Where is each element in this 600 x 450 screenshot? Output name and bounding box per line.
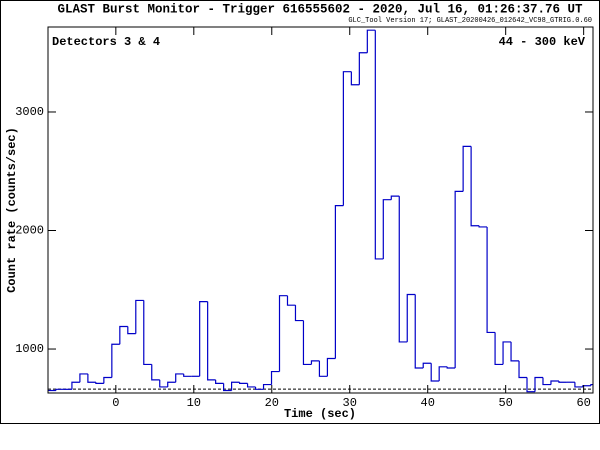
x-axis-label: Time (sec) bbox=[284, 407, 356, 421]
histogram-step bbox=[103, 376, 112, 384]
histogram-step bbox=[430, 363, 440, 382]
x-tick-label: 50 bbox=[498, 396, 512, 410]
x-tick-label: 40 bbox=[421, 396, 435, 410]
histogram-step bbox=[558, 381, 567, 383]
x-tick-label: 20 bbox=[265, 396, 279, 410]
histogram-step bbox=[238, 382, 248, 384]
histogram-step bbox=[502, 341, 512, 365]
histogram-step bbox=[438, 366, 448, 382]
histogram-step bbox=[350, 71, 360, 86]
histogram-step bbox=[486, 226, 496, 334]
y-tick-label: 2000 bbox=[15, 224, 44, 238]
histogram-step bbox=[79, 373, 88, 383]
histogram-step bbox=[199, 301, 208, 377]
histogram-step bbox=[151, 364, 160, 381]
histogram-step bbox=[326, 357, 336, 377]
histogram-step bbox=[286, 295, 296, 306]
x-tick-label: 0 bbox=[112, 396, 119, 410]
histogram-step bbox=[127, 326, 136, 335]
histogram-step bbox=[223, 383, 232, 392]
histogram-step bbox=[111, 343, 120, 378]
histogram-step bbox=[175, 373, 184, 383]
histogram-step bbox=[414, 294, 424, 369]
histogram-step bbox=[398, 196, 408, 343]
chart-subtitle: GLC_Tool Version 17; GLAST_20200426_0126… bbox=[348, 17, 592, 25]
histogram-step bbox=[462, 145, 472, 192]
histogram-step bbox=[334, 205, 344, 359]
histogram-step bbox=[246, 383, 256, 388]
histogram-step bbox=[422, 362, 432, 368]
histogram-step bbox=[510, 341, 520, 362]
histogram-step bbox=[582, 385, 591, 387]
histogram-step bbox=[302, 320, 312, 366]
y-tick-label: 1000 bbox=[15, 342, 44, 356]
histogram-step bbox=[183, 373, 192, 377]
histogram-step bbox=[470, 146, 480, 227]
annotation: Detectors 3 & 4 bbox=[52, 35, 160, 49]
histogram-step bbox=[550, 380, 559, 385]
histogram-step bbox=[374, 30, 384, 260]
histogram-step bbox=[358, 52, 368, 85]
x-tick-label: 10 bbox=[187, 396, 201, 410]
histogram-step bbox=[590, 383, 593, 386]
histogram-step bbox=[119, 325, 128, 345]
histogram-step bbox=[478, 225, 488, 228]
histogram-step bbox=[310, 360, 320, 365]
annotation: 44 - 300 keV bbox=[499, 35, 586, 49]
histogram-step bbox=[159, 379, 168, 388]
histogram-step bbox=[55, 388, 64, 391]
histogram-step bbox=[167, 381, 176, 387]
histogram-step bbox=[71, 381, 80, 390]
histogram-step bbox=[278, 295, 288, 372]
histogram-step bbox=[574, 382, 583, 388]
x-tick-label: 30 bbox=[343, 396, 357, 410]
y-tick-label: 3000 bbox=[15, 105, 44, 119]
histogram-step bbox=[534, 376, 543, 392]
chart-title: GLAST Burst Monitor - Trigger 616555602 … bbox=[57, 2, 583, 16]
histogram-step bbox=[294, 305, 304, 322]
histogram-step bbox=[95, 382, 104, 384]
histogram-step bbox=[406, 293, 416, 342]
histogram-step bbox=[135, 299, 144, 334]
plot-frame bbox=[47, 26, 594, 394]
figure-frame bbox=[0, 0, 600, 424]
histogram-step bbox=[542, 377, 551, 386]
histogram-step bbox=[262, 383, 272, 390]
histogram-step bbox=[342, 71, 352, 206]
histogram-step bbox=[382, 199, 392, 259]
y-axis-label: Count rate (counts/sec) bbox=[5, 127, 19, 293]
histogram-step bbox=[215, 379, 224, 384]
histogram-step bbox=[143, 300, 152, 366]
histogram-step bbox=[87, 373, 96, 383]
histogram-step bbox=[518, 360, 528, 379]
histogram-step bbox=[318, 360, 328, 377]
histogram-step bbox=[254, 386, 264, 390]
histogram-step bbox=[207, 301, 216, 381]
x-tick-label: 60 bbox=[576, 396, 590, 410]
histogram-step bbox=[390, 195, 400, 200]
histogram-step bbox=[446, 366, 456, 369]
histogram-step bbox=[231, 381, 240, 391]
histogram-step bbox=[526, 377, 535, 393]
histogram-step bbox=[270, 370, 280, 385]
histogram-step bbox=[454, 190, 464, 368]
histogram-step bbox=[366, 29, 376, 53]
plot-area bbox=[48, 29, 593, 393]
histogram-step bbox=[494, 332, 504, 366]
